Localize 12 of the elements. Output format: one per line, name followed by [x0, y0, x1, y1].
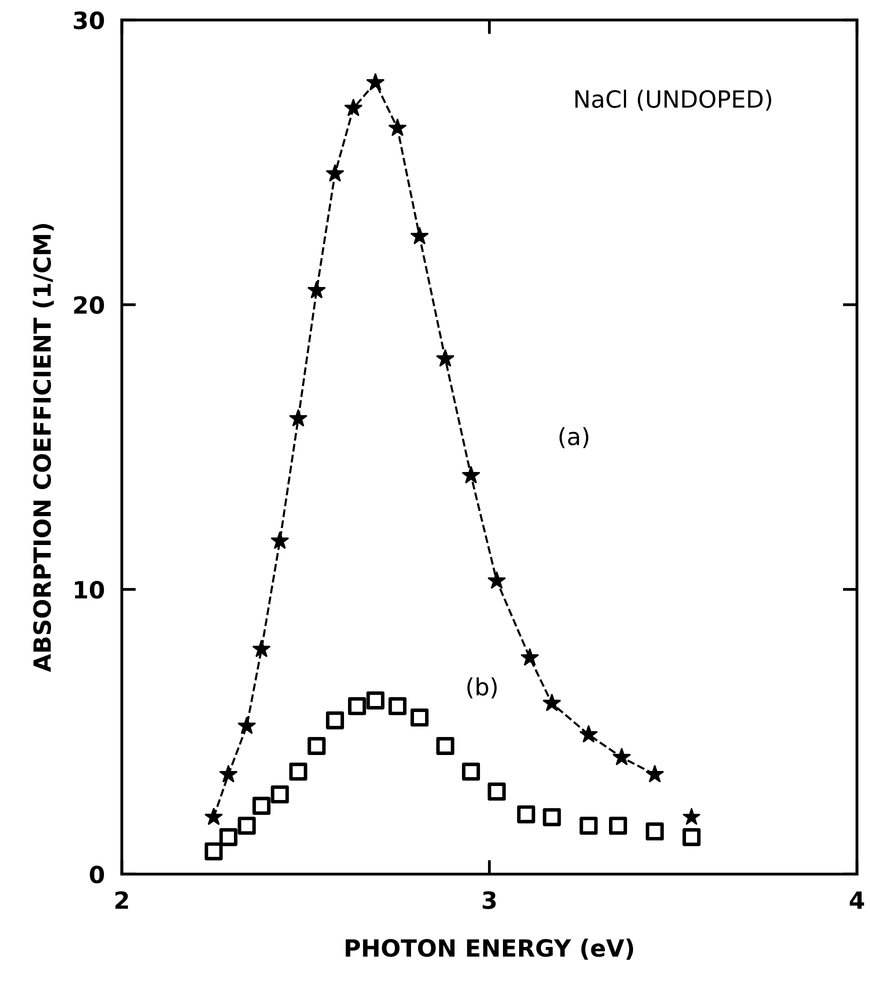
x-tick-label: 4 — [850, 892, 864, 909]
x-tick-label: 2 — [115, 891, 128, 909]
y-tick-label: 0 — [90, 866, 104, 884]
annotation: (a) — [560, 427, 588, 448]
y-tick-label: 10 — [74, 580, 104, 599]
y-tick-label: 30 — [74, 11, 104, 30]
x-tick-label: 3 — [482, 891, 496, 910]
x-axis-title: PHOTON ENERGY (eV) — [346, 938, 634, 960]
annotation: NaCl (UNDOPED) — [575, 90, 772, 111]
y-tick-label: 20 — [74, 296, 104, 314]
annotation: (b) — [467, 677, 497, 698]
y-axis-title: ABSORPTION COEFFICIENT (1/CM) — [32, 224, 54, 672]
